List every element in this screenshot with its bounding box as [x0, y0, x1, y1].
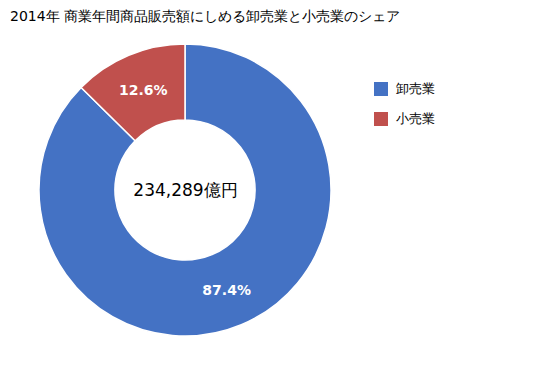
html-text:2014年 商業年間商品販売額にしめる卸売業と小売業のシェア: 2014年 商業年間商品販売額にしめる卸売業と小売業のシェア — [10, 8, 401, 24]
svg-text:12.6%: 12.6% — [119, 82, 168, 98]
svg-text:234,289億円: 234,289億円 — [133, 180, 237, 200]
html-text:卸売業: 卸売業 — [396, 81, 435, 96]
svg-text:87.4%: 87.4% — [202, 282, 251, 298]
html-text:小売業: 小売業 — [396, 111, 435, 126]
